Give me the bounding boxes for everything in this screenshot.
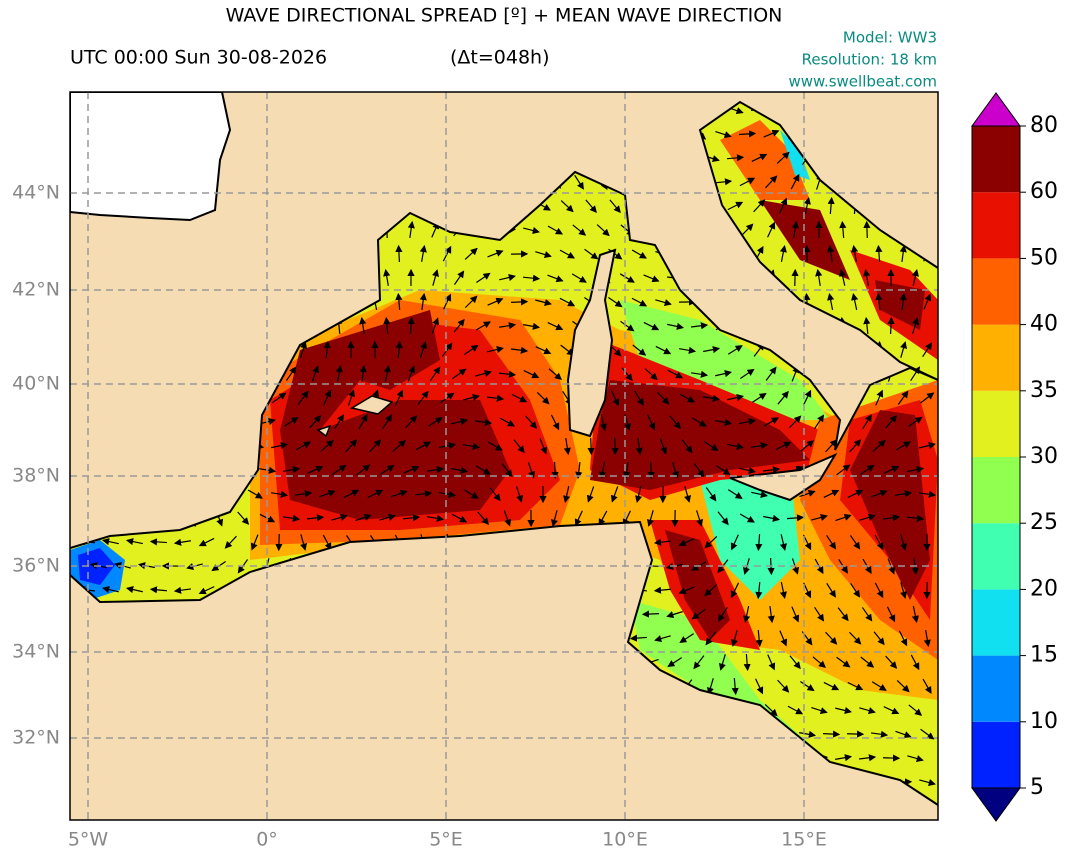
lat-label: 36°N	[12, 555, 60, 577]
colorbar-band	[972, 126, 1020, 192]
website: www.swellbeat.com	[789, 73, 937, 91]
arrow	[807, 246, 808, 262]
colorbar-band	[972, 523, 1020, 589]
colorbar-under	[972, 788, 1020, 821]
colorbar: 5 10 15 20 25 30 35 40 50 60 80	[972, 93, 1058, 821]
lon-label: 5°E	[429, 829, 463, 851]
colorbar-band	[972, 589, 1020, 655]
lon-label: 0°	[256, 829, 278, 851]
colorbar-band	[972, 258, 1020, 324]
arrow	[643, 614, 659, 615]
arrow	[847, 734, 863, 735]
lat-label: 44°N	[12, 182, 60, 204]
lat-label: 34°N	[12, 641, 60, 663]
map	[70, 92, 938, 820]
arrow	[399, 246, 400, 262]
lat-label: 42°N	[12, 279, 60, 301]
colorbar-band	[972, 656, 1020, 722]
lon-label: 10°E	[602, 829, 648, 851]
arrow	[823, 734, 839, 735]
colorbar-tick-label: 35	[1030, 378, 1058, 403]
lon-label: 5°W	[68, 829, 109, 851]
colorbar-tick-label: 30	[1030, 444, 1058, 469]
lat-label: 40°N	[12, 373, 60, 395]
colorbar-tick-label: 5	[1030, 775, 1044, 800]
resolution: Resolution: 18 km	[802, 51, 937, 69]
colorbar-band	[972, 391, 1020, 457]
colorbar-tick-label: 50	[1030, 245, 1058, 270]
atlantic	[70, 92, 230, 220]
colorbar-tick-label: 60	[1030, 179, 1058, 204]
arrow	[591, 438, 592, 454]
lead-time: (Δt=048h)	[450, 47, 550, 69]
lat-label: 32°N	[12, 727, 60, 749]
colorbar-band	[972, 192, 1020, 258]
colorbar-tick-label: 20	[1030, 576, 1058, 601]
arrow	[867, 222, 868, 238]
lon-label: 15°E	[781, 829, 827, 851]
arrow	[511, 302, 527, 303]
lat-label: 38°N	[12, 465, 60, 487]
colorbar-band	[972, 457, 1020, 523]
colorbar-band	[972, 722, 1020, 788]
colorbar-tick-label: 10	[1030, 709, 1058, 734]
model: Model: WW3	[843, 29, 937, 47]
colorbar-tick-label: 40	[1030, 312, 1058, 337]
colorbar-tick-label: 25	[1030, 510, 1058, 535]
arrow	[891, 318, 892, 334]
colorbar-tick-label: 80	[1030, 113, 1058, 138]
colorbar-band	[972, 325, 1020, 391]
colorbar-tick-label: 15	[1030, 643, 1058, 668]
title: WAVE DIRECTIONAL SPREAD [º] + MEAN WAVE …	[226, 5, 783, 27]
valid-time: UTC 00:00 Sun 30-08-2026	[70, 47, 327, 69]
colorbar-over	[972, 93, 1020, 126]
